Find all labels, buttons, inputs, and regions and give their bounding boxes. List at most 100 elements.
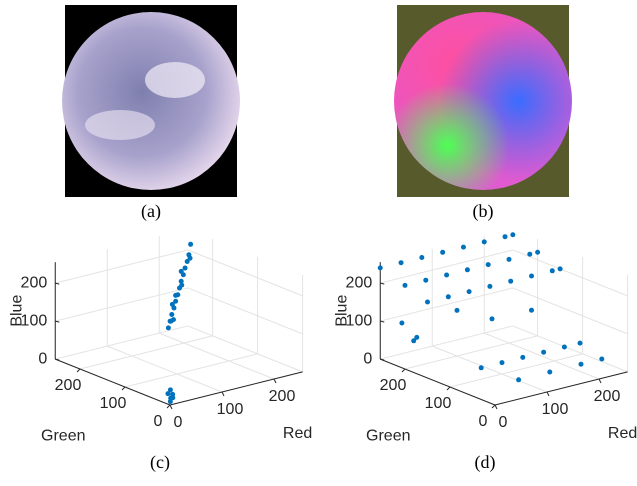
grid-line <box>80 336 213 369</box>
grid-line <box>380 326 513 359</box>
tick-mark <box>599 379 601 383</box>
grid-line <box>188 288 303 334</box>
z-tick-label: 0 <box>363 350 372 367</box>
caption: (c) <box>150 452 170 473</box>
point <box>399 321 404 326</box>
point <box>465 267 470 272</box>
point <box>550 268 555 273</box>
point <box>562 345 567 350</box>
caption: (d) <box>475 452 496 473</box>
point <box>547 370 552 375</box>
point <box>378 265 383 270</box>
figure: (a) (b) 0 100 200 0 100 200 0 100 200 Red Green Blu… <box>0 0 637 481</box>
point <box>527 252 532 257</box>
point <box>579 362 584 367</box>
y-tick-label: 100 <box>100 395 127 412</box>
point <box>486 262 491 267</box>
z-axis-label: Blue <box>333 295 350 327</box>
point <box>467 289 472 294</box>
x-tick-label: 200 <box>269 388 296 405</box>
point <box>173 293 178 298</box>
tick-mark <box>55 359 59 360</box>
point <box>455 308 460 313</box>
tick-mark <box>495 405 497 409</box>
point <box>444 273 449 278</box>
grid-line <box>380 250 513 283</box>
point <box>169 312 174 317</box>
grid-line <box>55 288 188 321</box>
point <box>440 250 445 255</box>
point <box>446 294 451 299</box>
y-tick-label: 0 <box>154 413 163 430</box>
x-tick-label: 0 <box>499 414 508 431</box>
x-tick-label: 0 <box>174 414 183 431</box>
point <box>423 278 428 283</box>
grid-line <box>125 354 258 387</box>
tick-mark <box>547 392 549 396</box>
y-tick-label: 200 <box>380 377 407 394</box>
grid-line <box>107 346 222 392</box>
point <box>169 319 174 324</box>
grid-line <box>484 333 599 379</box>
point <box>403 283 408 288</box>
tick-mark <box>222 392 224 396</box>
point <box>179 283 184 288</box>
tick-mark <box>274 379 276 383</box>
point <box>487 284 492 289</box>
y-axis-label: Green <box>41 427 85 444</box>
point <box>541 350 546 355</box>
point <box>510 232 515 237</box>
point <box>168 387 173 392</box>
tick-mark <box>492 405 495 408</box>
grid-line <box>188 326 303 372</box>
caption: (a) <box>141 201 161 222</box>
grid-line <box>432 346 547 392</box>
grid-line <box>513 250 628 296</box>
grid-line <box>55 250 188 283</box>
x-tick-label: 100 <box>542 401 569 418</box>
grid-line <box>55 326 188 359</box>
point <box>461 245 466 250</box>
tick-mark <box>55 283 59 284</box>
point <box>520 355 525 360</box>
point <box>166 325 171 330</box>
point <box>516 377 521 382</box>
point <box>170 302 175 307</box>
tick-mark <box>55 321 59 322</box>
point <box>179 269 184 274</box>
z-tick-label: 200 <box>21 274 48 291</box>
point <box>558 266 563 271</box>
point <box>578 341 583 346</box>
grid-line <box>450 354 583 387</box>
point <box>535 250 540 255</box>
point <box>508 279 513 284</box>
point <box>507 257 512 262</box>
point <box>599 357 604 362</box>
grid-line <box>159 333 274 379</box>
point <box>490 316 495 321</box>
grid-line <box>188 250 303 296</box>
x-tick-label: 100 <box>217 401 244 418</box>
grid-line <box>380 288 513 321</box>
point <box>482 239 487 244</box>
point <box>500 360 505 365</box>
point <box>419 255 424 260</box>
point <box>411 338 416 343</box>
point <box>188 256 193 261</box>
z-axis-label: Blue <box>8 295 25 327</box>
y-axis-label: Green <box>366 427 410 444</box>
y-tick-label: 0 <box>479 413 488 430</box>
tick-mark <box>380 283 384 284</box>
x-axis-label: Red <box>608 425 637 442</box>
x-axis-label: Red <box>283 425 312 442</box>
grid-line <box>513 326 628 372</box>
caption: (b) <box>473 201 494 222</box>
y-tick-label: 100 <box>425 395 452 412</box>
z-tick-label: 200 <box>346 274 373 291</box>
point <box>425 300 430 305</box>
tick-mark <box>170 405 172 409</box>
z-tick-label: 0 <box>38 350 47 367</box>
tick-mark <box>380 359 384 360</box>
point <box>479 365 484 370</box>
tick-mark <box>77 369 80 372</box>
